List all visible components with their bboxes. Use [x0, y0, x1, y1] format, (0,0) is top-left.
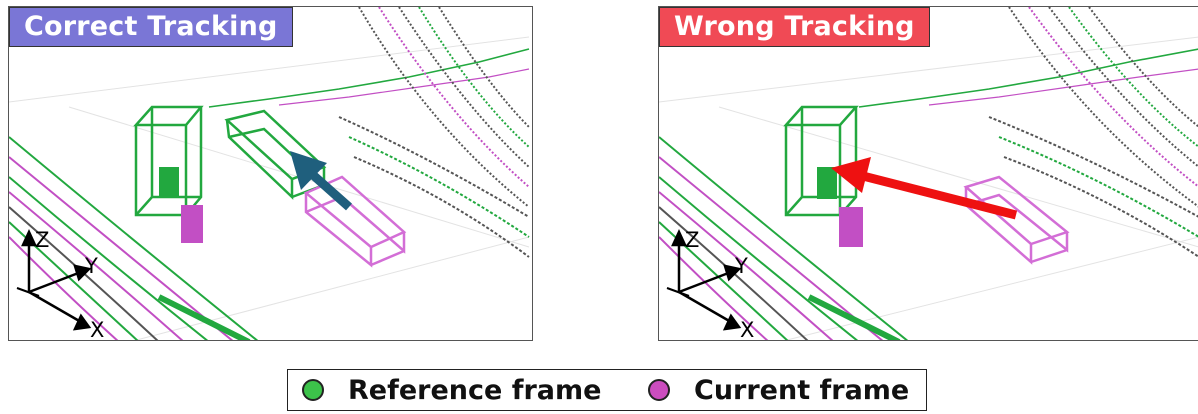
legend-current-label: Current frame	[694, 374, 910, 406]
legend-reference-label: Reference frame	[348, 374, 602, 406]
ground-grid	[659, 36, 1198, 340]
wrong-tracking-arrow	[831, 157, 1018, 220]
correct-tracking-panel: Z Y X Correct Tracking	[8, 6, 533, 341]
reference-bounding-box	[133, 105, 204, 217]
y-axis-label: Y	[84, 254, 98, 278]
z-axis-label: Z	[35, 228, 49, 252]
correct-tracking-arrow	[290, 151, 352, 211]
reference-object-points	[817, 167, 837, 199]
current-object-points	[181, 205, 203, 243]
wrong-tracking-pointcloud: Z Y X	[659, 7, 1198, 341]
x-axis-label: X	[90, 318, 104, 341]
wrong-tracking-panel: Z Y X Wrong Tracking	[658, 6, 1198, 341]
current-road-edge	[928, 68, 1198, 106]
legend-item-current: Current frame	[648, 370, 909, 410]
current-road-edge	[278, 68, 530, 106]
legend-item-reference: Reference frame	[302, 370, 601, 410]
reference-object-points	[159, 167, 179, 197]
axis-indicator	[666, 229, 742, 331]
correct-tracking-title: Correct Tracking	[9, 7, 293, 47]
y-axis-label: Y	[734, 254, 748, 278]
wrong-tracking-title: Wrong Tracking	[659, 7, 930, 47]
axis-indicator	[16, 229, 92, 331]
left-curb-scanlines	[659, 136, 909, 340]
right-building-scanlines	[988, 7, 1198, 258]
current-object-box	[963, 175, 1070, 265]
reference-matched-box	[224, 109, 327, 200]
current-dot-icon	[648, 379, 670, 401]
current-object-points	[839, 207, 863, 247]
right-building-scanlines	[338, 7, 530, 258]
reference-dot-icon	[302, 379, 324, 401]
current-object-box	[303, 175, 407, 268]
z-axis-label: Z	[685, 228, 699, 252]
x-axis-label: X	[740, 318, 754, 341]
legend: Reference frame Current frame	[287, 369, 927, 411]
reference-road-edge	[208, 48, 530, 108]
reference-road-edge	[858, 48, 1198, 108]
correct-tracking-pointcloud: Z Y X	[9, 7, 530, 341]
